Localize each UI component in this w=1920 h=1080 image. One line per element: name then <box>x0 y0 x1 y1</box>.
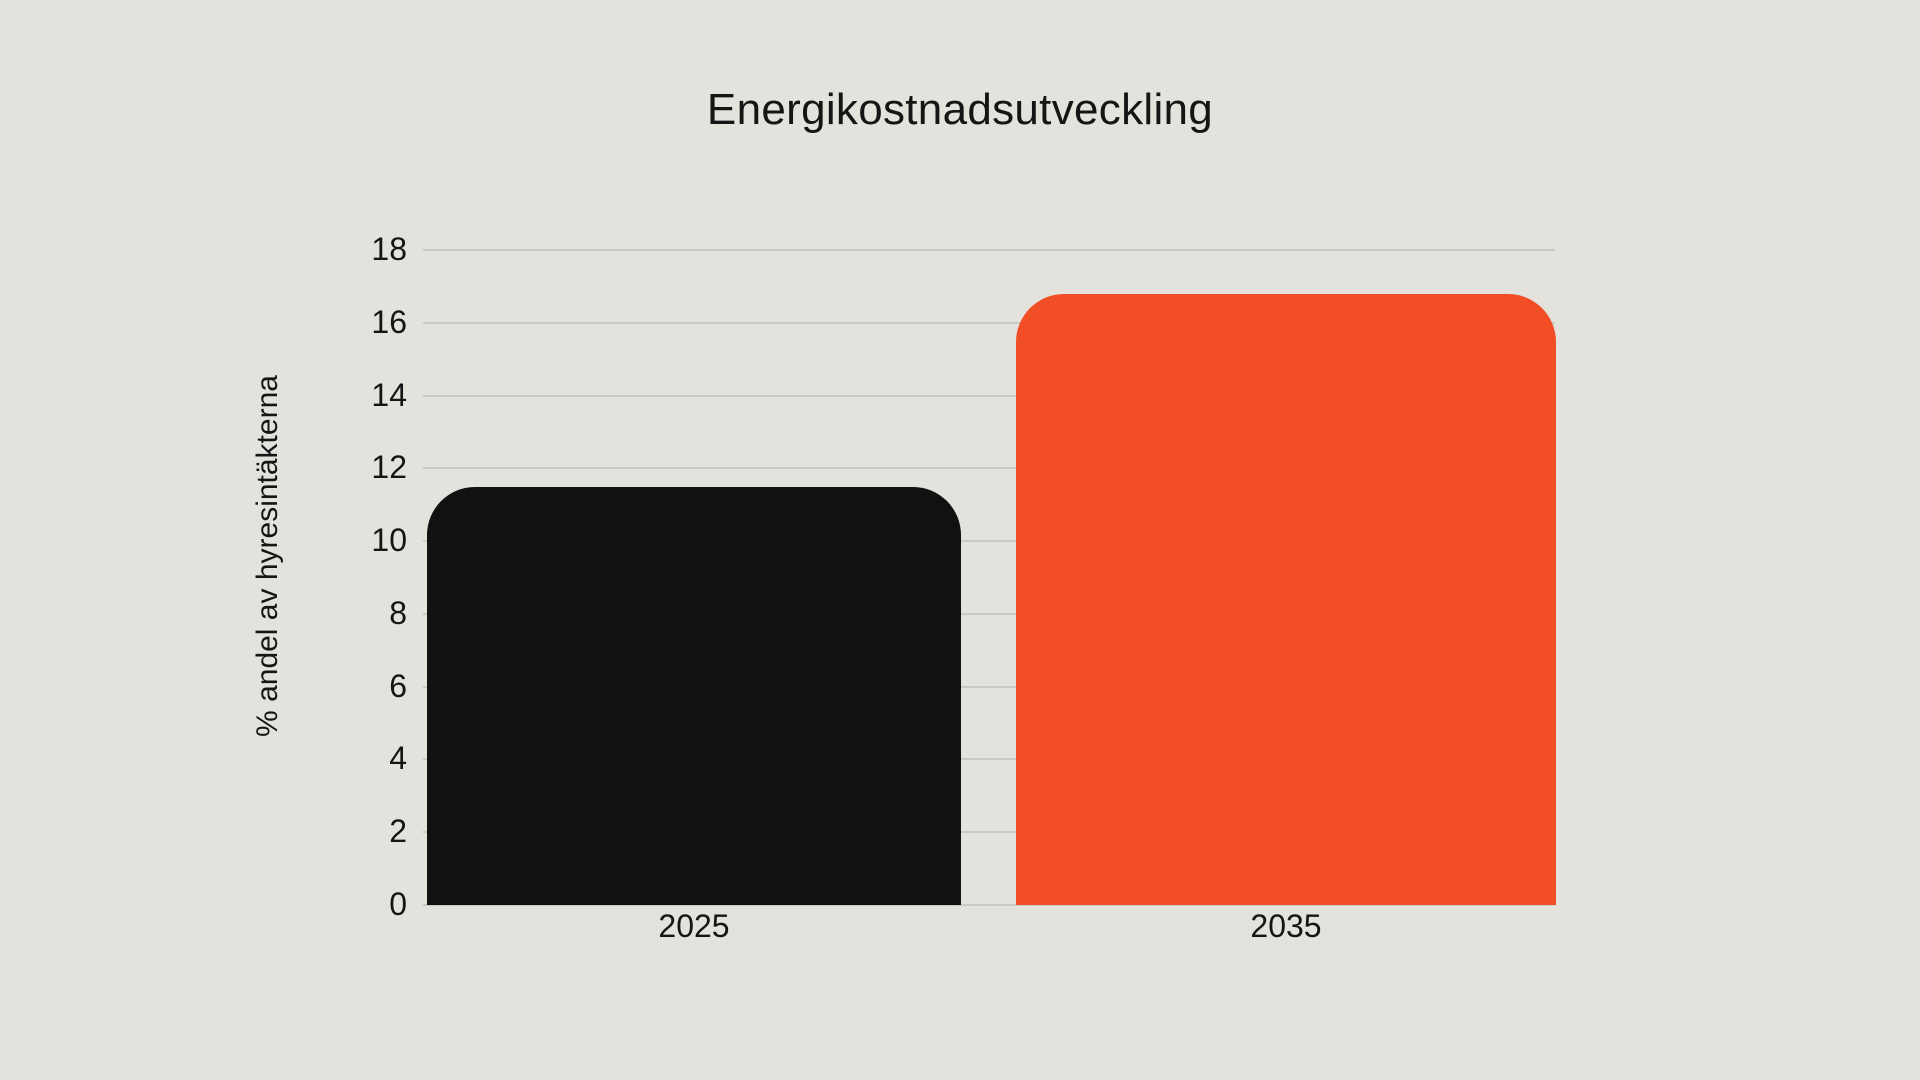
gridline-y4 <box>423 758 1555 761</box>
y-tick-label-0: 0 <box>389 885 407 922</box>
y-tick-label-14: 14 <box>371 376 407 413</box>
y-tick-label-10: 10 <box>371 521 407 558</box>
bar-2025 <box>427 487 961 905</box>
x-tick-label-2025: 2025 <box>658 908 730 944</box>
y-tick-label-4: 4 <box>389 740 407 777</box>
gridline-y0 <box>423 904 1555 906</box>
gridline-y2 <box>423 831 1555 834</box>
bar-2035 <box>1016 294 1556 905</box>
gridline-y18 <box>423 249 1555 251</box>
gridline-y6 <box>423 685 1555 688</box>
y-tick-label-6: 6 <box>389 667 407 704</box>
x-tick-label-2035: 2035 <box>1250 908 1322 944</box>
chart-title: Energikostnadsutveckling <box>706 85 1214 134</box>
gridline-y12 <box>423 467 1555 470</box>
y-tick-label-8: 8 <box>389 594 407 631</box>
y-tick-label-2: 2 <box>389 812 407 849</box>
gridline-y14 <box>423 394 1555 397</box>
gridline-y8 <box>423 612 1555 615</box>
y-tick-label-16: 16 <box>371 303 407 340</box>
y-tick-label-18: 18 <box>371 230 407 267</box>
gridline-y16 <box>423 321 1555 324</box>
y-axis-title: % andel av hyresintäkterna <box>251 375 284 737</box>
gridline-y10 <box>423 540 1555 543</box>
y-tick-label-12: 12 <box>371 449 407 486</box>
